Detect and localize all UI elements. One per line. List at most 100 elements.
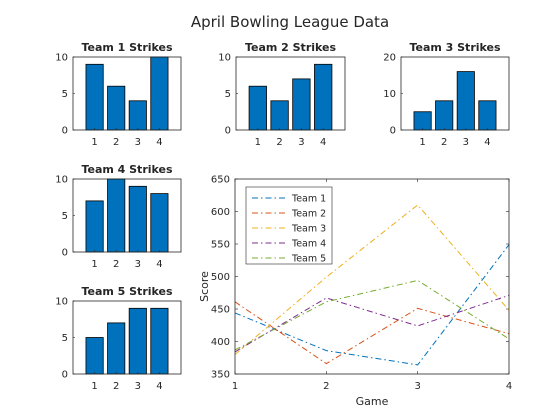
y-tick-label: 10 — [218, 53, 231, 64]
x-tick-label: 2 — [323, 381, 329, 392]
bar — [413, 111, 432, 131]
axes-box — [72, 300, 182, 375]
bar — [128, 100, 147, 131]
x-tick-label: 2 — [276, 137, 282, 148]
bar — [456, 71, 475, 131]
bar — [314, 63, 333, 131]
x-tick-label: 3 — [135, 259, 141, 270]
legend-label: Team 3 — [291, 224, 326, 235]
y-tick-label: 500 — [211, 272, 230, 283]
series-line-3 — [234, 204, 510, 355]
y-axis-label: Score — [198, 271, 211, 302]
bar — [150, 307, 169, 375]
x-tick-label: 1 — [419, 137, 425, 148]
axes-box — [400, 56, 510, 131]
y-tick-label: 5 — [225, 89, 231, 100]
series-line-5 — [234, 279, 510, 351]
bar — [128, 307, 147, 375]
bar — [85, 63, 104, 131]
y-tick-label: 550 — [211, 240, 230, 251]
axes-box — [235, 56, 346, 131]
y-tick-label: 5 — [62, 89, 68, 100]
chart-2: 1 2 3 4 0 5 10 Team 2 Strikes — [218, 41, 346, 148]
chart-4: 1 2 3 4 0 5 10 Team 4 Strikes — [55, 163, 182, 270]
y-tick-label: 10 — [55, 175, 68, 186]
chart-title: Team 5 Strikes — [81, 285, 173, 298]
legend-label: Team 1 — [291, 194, 326, 205]
y-tick-label: 20 — [383, 53, 396, 64]
y-tick-label: 10 — [55, 53, 68, 64]
x-tick-label: 4 — [320, 137, 326, 148]
y-tick-label: 0 — [62, 126, 68, 137]
x-tick-label: 4 — [484, 137, 490, 148]
bar — [107, 322, 126, 375]
x-tick-label: 2 — [113, 137, 119, 148]
y-tick-label: 0 — [225, 126, 231, 137]
x-tick-label: 4 — [156, 137, 162, 148]
chart-title: Team 4 Strikes — [81, 163, 173, 176]
chart-title: Team 3 Strikes — [409, 41, 501, 54]
chart-title: Team 2 Strikes — [245, 41, 337, 54]
x-tick-label: 3 — [298, 137, 304, 148]
y-tick-label: 450 — [211, 305, 230, 316]
legend-label: Team 5 — [291, 254, 326, 265]
legend-box — [245, 186, 333, 265]
x-axis-label: Game — [356, 395, 389, 408]
y-tick-label: 650 — [211, 175, 230, 186]
x-tick-label: 3 — [135, 381, 141, 392]
legend-label: Team 2 — [291, 209, 326, 220]
y-tick-label: 10 — [383, 89, 396, 100]
series-line-4 — [234, 294, 510, 353]
x-tick-label: 4 — [156, 381, 162, 392]
bar — [478, 100, 497, 131]
bar — [435, 100, 454, 131]
x-tick-label: 1 — [255, 137, 261, 148]
series-line-2 — [234, 301, 510, 365]
x-tick-label: 1 — [91, 137, 97, 148]
chart-title: Team 1 Strikes — [81, 41, 173, 54]
bar — [107, 178, 126, 253]
x-tick-label: 3 — [135, 137, 141, 148]
y-tick-label: 600 — [211, 207, 230, 218]
x-tick-label: 1 — [232, 381, 238, 392]
y-tick-label: 0 — [62, 370, 68, 381]
x-tick-label: 2 — [113, 381, 119, 392]
y-tick-label: 0 — [390, 126, 396, 137]
bar — [128, 185, 147, 253]
series-line-1 — [234, 244, 510, 366]
bar — [85, 337, 104, 375]
y-tick-label: 0 — [62, 248, 68, 259]
chart-6: 350 400 450 500 550 600 650 1 2 3 4 Game Score Team 1… — [198, 175, 512, 409]
x-tick-label: 1 — [91, 381, 97, 392]
y-tick-label: 10 — [55, 297, 68, 308]
legend: Team 1 Team 2 Team 3 Team 4 Team 5 — [245, 186, 333, 265]
x-tick-label: 3 — [414, 381, 420, 392]
axes-box — [234, 178, 510, 375]
chart-3: 1 2 3 4 0 10 20 Team 3 Strikes — [383, 41, 510, 148]
y-tick-label: 400 — [211, 337, 230, 348]
x-tick-label: 3 — [463, 137, 469, 148]
y-tick-label: 5 — [62, 333, 68, 344]
x-tick-label: 1 — [91, 259, 97, 270]
bar — [85, 200, 104, 253]
axes-box — [72, 178, 182, 253]
bar — [270, 100, 289, 131]
y-tick-label: 350 — [211, 370, 230, 381]
figure-title: April Bowling League Data — [191, 13, 389, 31]
chart-1: 1 2 3 4 0 5 10 Team 1 Strikes — [55, 41, 182, 148]
chart-5: 1 2 3 4 0 5 10 Team 5 Strikes — [55, 285, 182, 392]
axes-box — [72, 56, 182, 131]
x-tick-label: 2 — [113, 259, 119, 270]
x-tick-label: 2 — [441, 137, 447, 148]
y-tick-label: 5 — [62, 211, 68, 222]
bar — [150, 193, 169, 253]
bar — [292, 78, 311, 131]
x-tick-label: 4 — [156, 259, 162, 270]
bar — [107, 85, 126, 131]
legend-label: Team 4 — [291, 239, 326, 250]
bar — [248, 85, 267, 131]
bar — [150, 56, 169, 131]
x-tick-label: 4 — [506, 381, 512, 392]
